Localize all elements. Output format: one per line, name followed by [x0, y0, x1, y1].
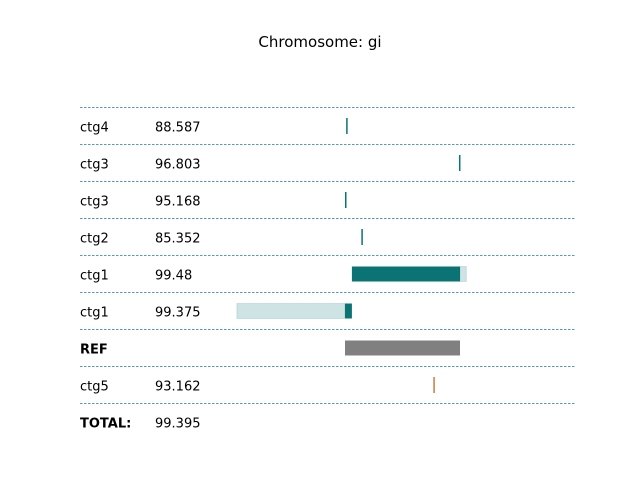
- alignment-segment: [361, 229, 363, 245]
- row-identity-value: 99.48: [155, 269, 192, 284]
- row-identity-value: 93.162: [155, 380, 201, 395]
- alignment-segment: [345, 340, 460, 356]
- row-label: REF: [80, 343, 108, 358]
- row-label: ctg1: [80, 306, 109, 321]
- alignment-segment: [236, 303, 346, 319]
- chart-title: Chromosome: gi: [258, 33, 382, 51]
- row-label: ctg4: [80, 121, 109, 136]
- alignment-segment: [459, 266, 467, 282]
- alignment-segment: [345, 303, 352, 319]
- row-label: ctg2: [80, 232, 109, 247]
- row-label: ctg3: [80, 158, 109, 173]
- alignment-segment: [433, 377, 435, 393]
- row-identity-value: 88.587: [155, 121, 201, 136]
- total-value: 99.395: [155, 417, 201, 432]
- row-identity-value: 85.352: [155, 232, 201, 247]
- alignment-segment: [351, 266, 460, 282]
- alignment-segment: [458, 155, 461, 171]
- row-label: ctg5: [80, 380, 109, 395]
- row-identity-value: 99.375: [155, 306, 201, 321]
- row-identity-value: 96.803: [155, 158, 201, 173]
- alignment-segment: [346, 118, 348, 134]
- alignment-segment: [345, 192, 347, 208]
- row-label: ctg3: [80, 195, 109, 210]
- total-label: TOTAL:: [80, 417, 131, 432]
- row-label: ctg1: [80, 269, 109, 284]
- row-identity-value: 95.168: [155, 195, 201, 210]
